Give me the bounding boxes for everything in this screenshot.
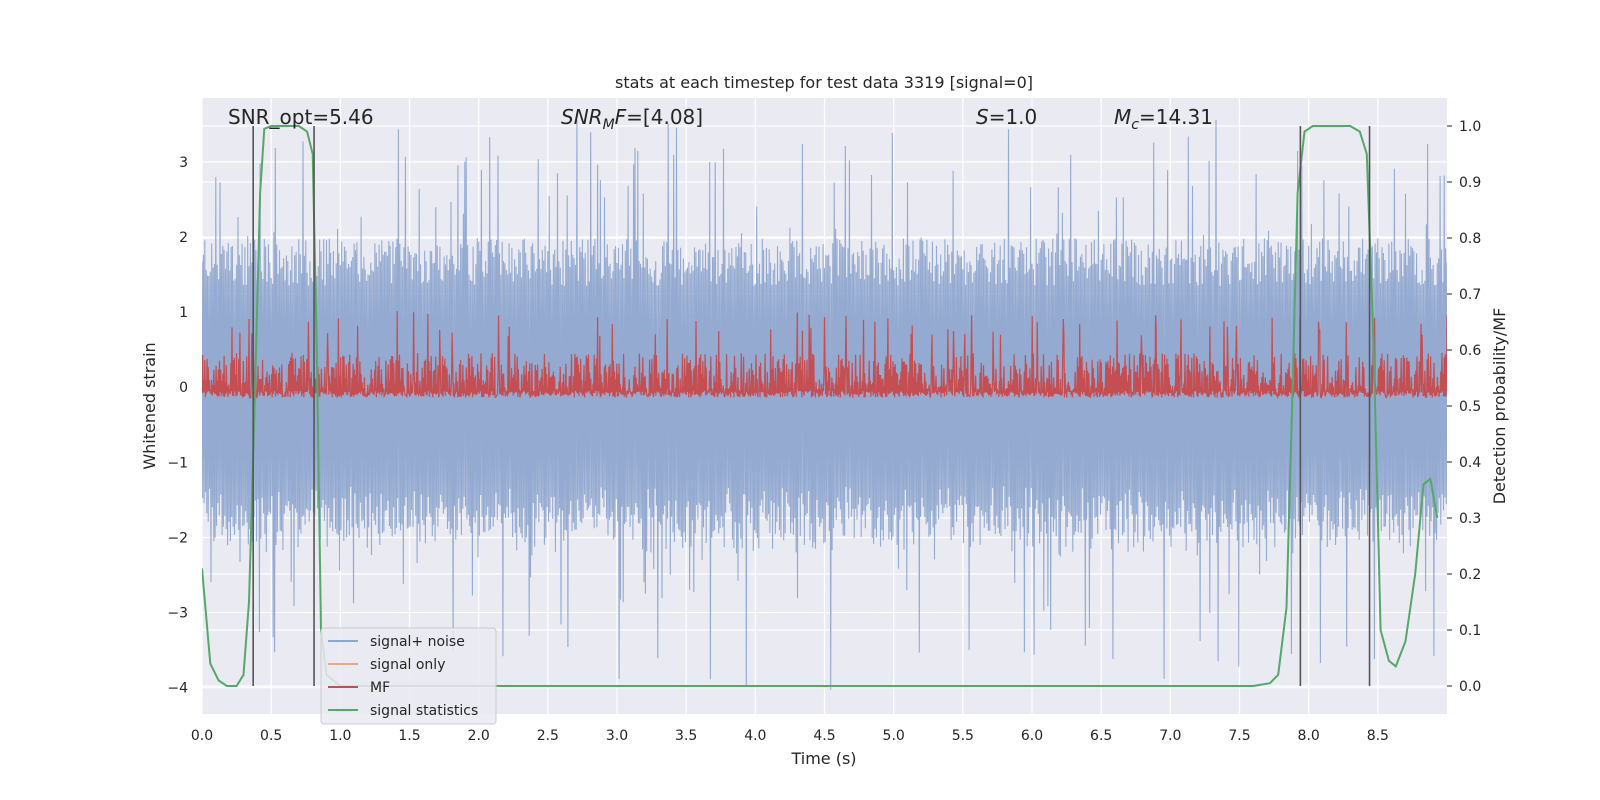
right-tick-label: 0.3 [1459, 511, 1481, 527]
x-tick-label: 6.5 [1090, 728, 1112, 744]
x-tick-label: 1.0 [329, 728, 351, 744]
right-tick-label: 0.5 [1459, 399, 1481, 415]
left-tick-label: −1 [167, 455, 188, 471]
left-tick-label: 1 [179, 305, 188, 321]
series-signal-statistics [202, 125, 1439, 687]
series-signal-noise [202, 119, 1447, 690]
x-tick-label: 3.5 [675, 728, 697, 744]
left-tick-label: −2 [167, 530, 188, 546]
right-tick-label: 0.6 [1459, 343, 1481, 359]
x-tick-label: 1.5 [398, 728, 420, 744]
annotations: SNR_opt=5.46 SNRMF=[4.08] S=1.0 Mc=14.31 [228, 105, 1213, 133]
annotation-chirp-mass: Mc=14.31 [1114, 105, 1213, 133]
right-tick-label: 0.1 [1459, 623, 1481, 639]
left-tick-label: 2 [179, 230, 188, 246]
x-tick-label: 0.0 [191, 728, 213, 744]
left-tick-label: 0 [179, 380, 188, 396]
x-tick-label: 8.0 [1298, 728, 1320, 744]
legend-label-noise: signal+ noise [370, 634, 465, 650]
right-axis-ticks: 1.0 0.9 0.8 0.7 0.6 0.5 0.4 0.3 0.2 0.1 0.0 [1447, 119, 1481, 695]
right-tick-label: 0.9 [1459, 175, 1481, 191]
right-axis-label: Detection probability/MF [1490, 308, 1509, 505]
legend-label-mf: MF [370, 680, 390, 696]
x-tick-label: 5.5 [952, 728, 974, 744]
vertical-markers [252, 126, 1371, 686]
x-tick-label: 7.0 [1159, 728, 1181, 744]
left-tick-label: 3 [179, 155, 188, 171]
right-tick-label: 0.2 [1459, 567, 1481, 583]
left-axis-ticks: 3 2 1 0 −1 −2 −3 −4 [167, 155, 188, 697]
x-axis-label: Time (s) [790, 749, 856, 768]
x-tick-label: 6.0 [1021, 728, 1043, 744]
series-mf [202, 311, 1447, 400]
legend-box [320, 627, 497, 725]
left-tick-label: −4 [167, 681, 188, 697]
x-tick-label: 3.0 [606, 728, 628, 744]
x-tick-label: 2.0 [468, 728, 490, 744]
legend-label-signal: signal only [370, 657, 445, 673]
x-tick-label: 8.5 [1367, 728, 1389, 744]
chart-title: stats at each timestep for test data 331… [615, 73, 1033, 92]
x-tick-label: 0.5 [260, 728, 282, 744]
x-axis-ticks: 0.0 0.5 1.0 1.5 2.0 2.5 3.0 3.5 4.0 4.5 5.0 5.5 6.0 6… [191, 728, 1389, 744]
left-tick-label: −3 [167, 606, 188, 622]
legend: signal+ noise signal only MF signal stat… [320, 627, 497, 725]
right-tick-label: 1.0 [1459, 119, 1481, 135]
x-tick-label: 7.5 [1228, 728, 1250, 744]
right-tick-label: 0.4 [1459, 455, 1481, 471]
right-tick-label: 0.8 [1459, 231, 1481, 247]
annotation-snr-opt: SNR_opt=5.46 [228, 105, 374, 129]
legend-label-stats: signal statistics [370, 703, 478, 719]
series-layer [202, 119, 1447, 690]
x-tick-label: 2.5 [537, 728, 559, 744]
x-tick-label: 4.5 [813, 728, 835, 744]
x-tick-label: 4.0 [744, 728, 766, 744]
right-tick-label: 0.0 [1459, 679, 1481, 695]
left-axis-label: Whitened strain [140, 342, 159, 469]
x-tick-label: 5.0 [883, 728, 905, 744]
annotation-snr-mf: SNRMF=[4.08] [561, 105, 703, 133]
annotation-s: S=1.0 [976, 105, 1037, 129]
right-tick-label: 0.7 [1459, 287, 1481, 303]
